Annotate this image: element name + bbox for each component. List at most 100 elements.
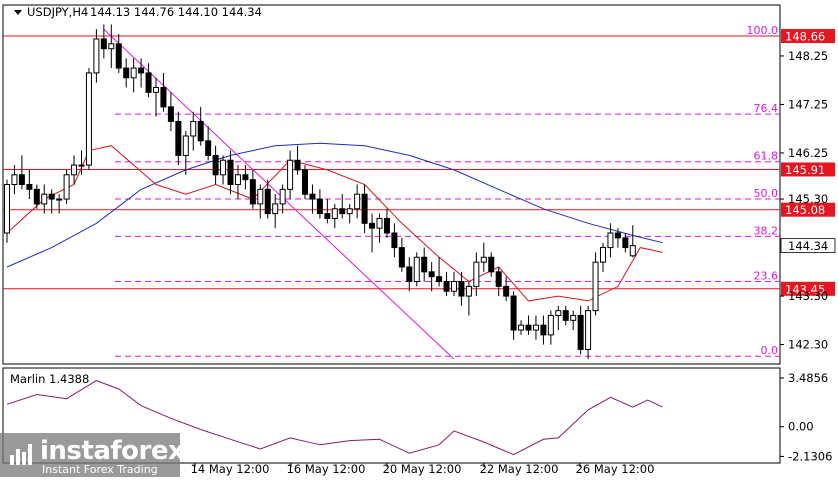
candle-body	[11, 174, 18, 186]
candle-body	[56, 198, 63, 201]
candle-body	[48, 193, 55, 200]
candle-body	[190, 120, 197, 137]
candle-body	[4, 184, 10, 234]
dropdown-arrow-icon[interactable]	[14, 10, 22, 15]
marlin-label: Marlin 1.4388	[10, 372, 89, 386]
moving-averages	[6, 142, 663, 302]
price-tick-label: 145.30	[788, 192, 828, 206]
candle-body	[294, 159, 301, 171]
candle-body	[339, 208, 346, 215]
candle-body	[532, 324, 539, 331]
price-tick-label: 147.25	[788, 97, 828, 111]
candle-body	[614, 232, 621, 239]
candle-body	[585, 310, 592, 350]
price-tick-label: 143.30	[788, 289, 828, 303]
candle-body	[279, 188, 286, 205]
time-label: 16 May 12:00	[287, 462, 366, 476]
candle-body	[570, 314, 577, 321]
watermark-brand: instaforex	[40, 436, 185, 466]
fib-label: 61.8	[754, 150, 779, 163]
price-axis: 148.25 147.25 146.25 145.30 143.30 142.30 144.…	[780, 49, 836, 352]
candle-body	[249, 179, 256, 205]
candle-body	[331, 208, 338, 219]
candle-body	[346, 208, 353, 215]
candle-body	[309, 193, 316, 200]
candle-body	[234, 174, 241, 186]
level-tag-label: 145.91	[785, 163, 825, 177]
candle-body	[205, 140, 212, 156]
candle-body	[369, 222, 376, 229]
candle-body	[108, 43, 115, 50]
candle-body	[413, 256, 420, 283]
time-axis: 14 May 12:00 16 May 12:00 20 May 12:00 22 M…	[191, 462, 655, 476]
candle-body	[272, 203, 279, 215]
symbol-label: USDJPY,H4	[27, 5, 88, 19]
candle-body	[577, 314, 584, 350]
candle-body	[629, 245, 636, 257]
candle-body	[421, 256, 428, 273]
candle-body	[473, 261, 480, 287]
ohlc-readout: 144.13 144.76 144.10 144.34	[90, 5, 262, 19]
ma-red-line	[6, 145, 663, 302]
candle-body	[264, 188, 271, 215]
fib-label: 50.0	[754, 187, 779, 200]
candle-body	[383, 217, 390, 234]
candle-body	[480, 256, 487, 263]
fib-label: 23.6	[754, 270, 779, 283]
candle-body	[175, 120, 182, 156]
level-tag	[781, 202, 835, 217]
candle-body	[33, 188, 40, 205]
candle-body	[488, 256, 495, 273]
candle-body	[130, 67, 137, 79]
candle-body	[123, 67, 130, 79]
candle-body	[555, 310, 562, 316]
instaforex-watermark: instaforex Instant Forex Trading	[0, 433, 185, 477]
marlin-tick-label: 3.4856	[788, 371, 828, 385]
fib-label: 76.4	[754, 102, 779, 115]
candle-body	[85, 72, 92, 166]
candles	[4, 24, 636, 360]
candle-body	[145, 72, 152, 93]
candle-body	[302, 169, 308, 195]
candle-body	[138, 67, 145, 74]
candle-body	[443, 281, 450, 292]
fib-label: 0.0	[761, 344, 779, 357]
current-price-tag	[780, 238, 836, 254]
candle-body	[607, 232, 614, 249]
candle-body	[26, 184, 33, 190]
candle-body	[316, 198, 323, 215]
ma-blue-line	[6, 142, 663, 268]
marlin-tick-label: 0.00	[788, 420, 814, 434]
candle-body	[428, 271, 435, 278]
level-tag	[781, 29, 835, 44]
time-label: 22 May 12:00	[480, 462, 559, 476]
candle-body	[78, 164, 85, 167]
candle-body	[391, 232, 398, 249]
candle-body	[465, 285, 472, 297]
candle-body	[100, 38, 107, 50]
candle-body	[503, 285, 510, 297]
candle-body	[324, 213, 331, 219]
candle-body	[182, 135, 189, 156]
watermark-tagline: Instant Forex Trading	[42, 463, 158, 476]
candle-body	[451, 281, 457, 292]
candle-body	[354, 193, 361, 210]
candle-body	[93, 38, 100, 74]
price-tick-label: 142.30	[788, 338, 828, 352]
instaforex-logo-icon	[10, 444, 32, 465]
level-tag-label: 143.45	[785, 282, 825, 296]
candle-body	[41, 193, 48, 205]
candle-body	[220, 159, 227, 176]
candle-body	[18, 174, 25, 186]
candle-body	[361, 193, 368, 224]
marlin-tick-label: -2.1306	[788, 449, 832, 463]
trend-line	[103, 28, 455, 360]
price-tick-label: 146.25	[788, 146, 828, 160]
marlin-line	[6, 380, 663, 456]
fib-label: 38.2	[754, 224, 779, 237]
candle-body	[622, 237, 629, 249]
candle-body	[376, 217, 383, 229]
candle-body	[63, 174, 70, 200]
candle-body	[540, 324, 547, 336]
